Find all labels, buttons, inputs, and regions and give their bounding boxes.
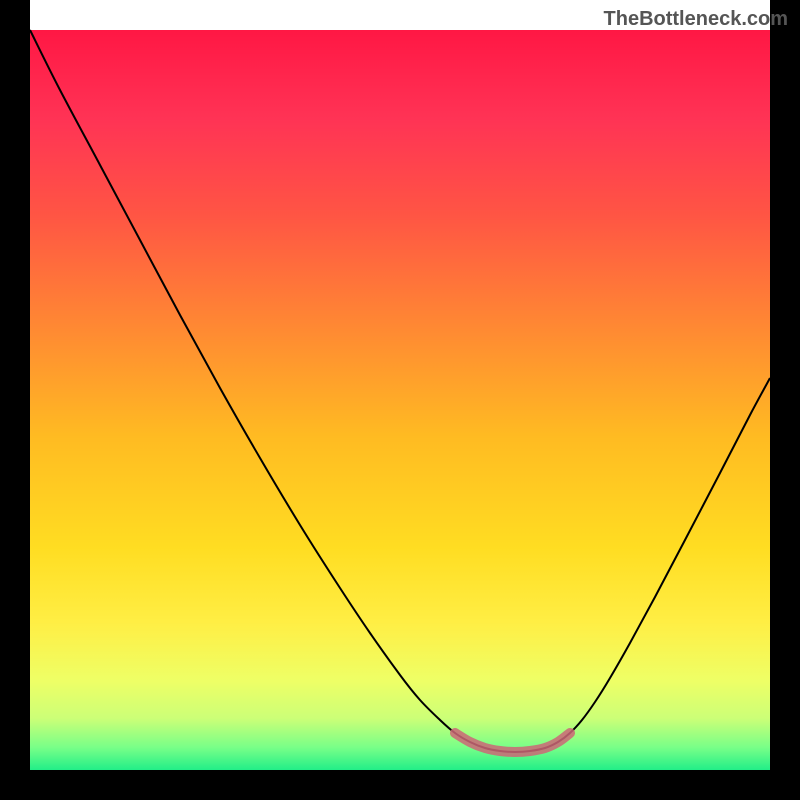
frame-bottom <box>0 770 800 800</box>
chart-container: TheBottleneck.com <box>0 0 800 800</box>
frame-right <box>770 0 800 800</box>
chart-background <box>30 30 770 770</box>
watermark-text: TheBottleneck.com <box>604 8 788 31</box>
frame-left <box>0 0 30 800</box>
chart-svg <box>0 0 800 800</box>
